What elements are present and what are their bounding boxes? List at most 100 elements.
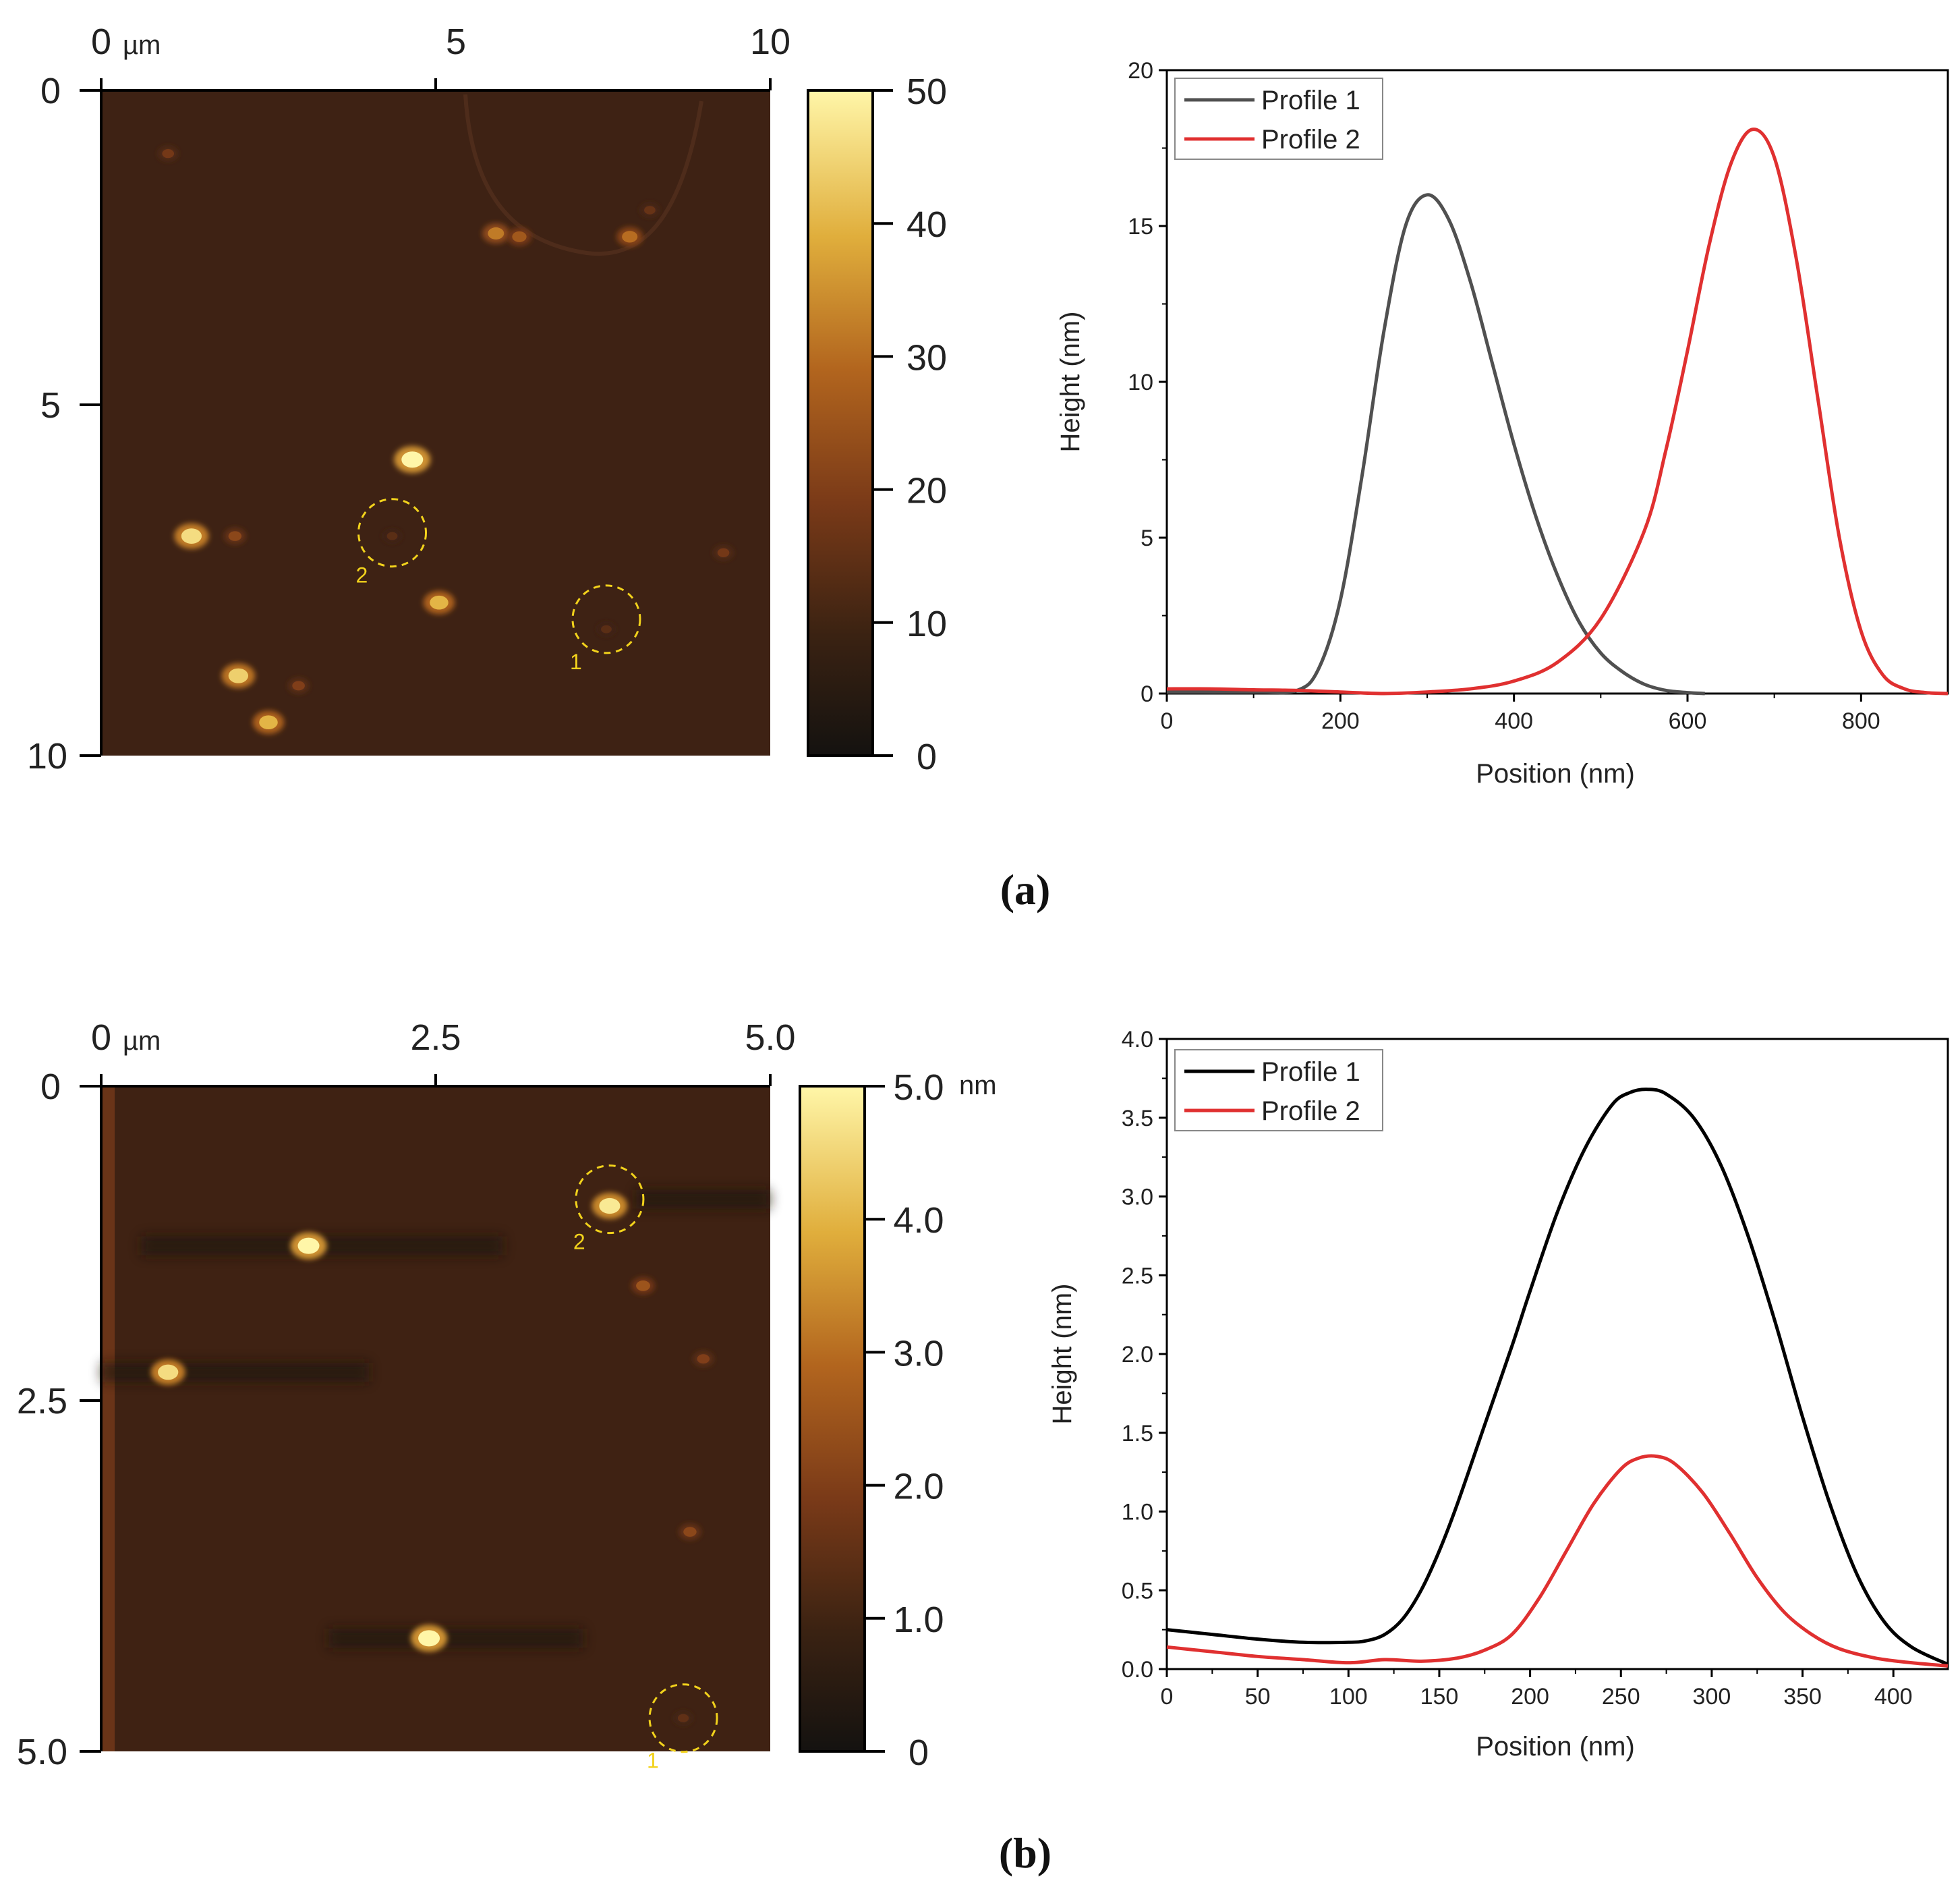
legend-label-profile-2: Profile 2 — [1261, 1096, 1360, 1126]
afm-particle — [693, 1351, 714, 1367]
colorbar-a: 0 10 20 30 40 50 — [807, 72, 947, 777]
afm-b-xtick-label: 0 — [91, 1017, 111, 1058]
afm-b-features — [150, 1193, 714, 1725]
afm-particle — [383, 529, 401, 543]
afm-particle — [640, 203, 660, 217]
legend-label-profile-1: Profile 1 — [1261, 1057, 1360, 1087]
afm-particle — [674, 1711, 693, 1725]
profile-b-ticks: 0 50 100 150 200 250 300 350 400 0.0 0.5 1.0 1.5 2.0 2… — [1122, 1027, 1913, 1710]
colorbar-tick-label: 2.0 — [893, 1467, 944, 1507]
afm-a-arc-artifact — [463, 94, 703, 256]
y-tick-label: 5 — [1141, 526, 1153, 551]
afm-a-features — [158, 146, 734, 734]
afm-particle — [174, 523, 209, 549]
profile-b-xlabel: Position (nm) — [1476, 1732, 1635, 1761]
profile-b-ylabel: Height (nm) — [1047, 1284, 1077, 1425]
marker-circle-label: 2 — [356, 563, 368, 588]
afm-a-circles: 21 — [356, 498, 641, 674]
afm-particle — [679, 1523, 701, 1540]
profile-b-lines — [1166, 1088, 1949, 1668]
afm-scan-streak — [101, 1362, 369, 1382]
afm-particle — [223, 528, 246, 544]
afm-image-b: 21 0 µm 2.5 5.0 0 2.5 5.0 — [17, 1017, 796, 1773]
marker-circle — [648, 1683, 718, 1753]
marker-circle — [357, 498, 428, 568]
afm-particle — [394, 446, 431, 474]
afm-b-background — [101, 1086, 770, 1751]
afm-particle — [482, 223, 510, 244]
afm-a-x-unit: µm — [123, 30, 161, 60]
marker-circle — [575, 1164, 645, 1235]
afm-particle — [597, 622, 616, 636]
legend-box — [1174, 1049, 1383, 1131]
colorbar-a-ticks: 0 10 20 30 40 50 — [873, 72, 947, 777]
y-tick-label: 3.0 — [1122, 1185, 1153, 1210]
afm-b-xtick-label: 2.5 — [410, 1017, 461, 1058]
x-tick-label: 400 — [1874, 1684, 1913, 1710]
colorbar-b-gradient — [799, 1085, 866, 1753]
profile-chart-a: 0 200 400 600 800 0 5 10 15 20 Position (nm) Heig… — [1056, 58, 1949, 789]
y-tick-label: 2.5 — [1122, 1263, 1153, 1289]
afm-a-background — [101, 90, 770, 756]
afm-b-left-edge — [101, 1086, 115, 1751]
afm-a-xtick-label: 5 — [446, 22, 466, 62]
afm-b-ytick-label: 2.5 — [17, 1381, 67, 1421]
x-tick-label: 400 — [1495, 708, 1533, 734]
profile-a-lines — [1166, 128, 1949, 696]
profile-a-frame — [1165, 69, 1949, 695]
y-tick-label: 0.5 — [1122, 1578, 1153, 1604]
afm-particle — [290, 1232, 327, 1260]
x-tick-label: 350 — [1783, 1684, 1822, 1710]
colorbar-b: 0 1.0 2.0 3.0 4.0 5.0 nm — [799, 1067, 997, 1773]
afm-b-circles: 21 — [573, 1164, 718, 1773]
profile-b-frame — [1165, 1038, 1949, 1670]
afm-scan-streak — [636, 1189, 770, 1209]
afm-a-ytick-label: 10 — [27, 736, 67, 777]
y-tick-label: 0.0 — [1122, 1657, 1153, 1683]
colorbar-tick-label: 0 — [917, 737, 937, 777]
x-tick-label: 200 — [1511, 1684, 1549, 1710]
x-tick-label: 50 — [1245, 1684, 1271, 1710]
x-tick-label: 250 — [1602, 1684, 1640, 1710]
x-tick-label: 800 — [1842, 708, 1880, 734]
afm-b-ytick-label: 0 — [40, 1067, 61, 1107]
afm-particle — [592, 1193, 628, 1219]
afm-particle — [287, 677, 310, 694]
afm-particle — [411, 1625, 448, 1652]
y-tick-label: 2.0 — [1122, 1342, 1153, 1368]
afm-b-xtick-label: 5.0 — [745, 1017, 795, 1058]
series-line-profile-2 — [1166, 1454, 1949, 1668]
marker-circle-label: 1 — [570, 650, 582, 674]
colorbar-tick-label: 40 — [906, 204, 947, 245]
colorbar-tick-label: 5.0 — [893, 1067, 944, 1108]
x-tick-label: 200 — [1321, 708, 1360, 734]
x-tick-label: 600 — [1669, 708, 1707, 734]
legend-label-profile-2: Profile 2 — [1261, 125, 1360, 154]
afm-particle — [252, 710, 285, 734]
afm-particle — [713, 545, 734, 561]
y-tick-label: 1.5 — [1122, 1421, 1153, 1446]
afm-a-xtick-label: 10 — [750, 22, 790, 62]
colorbar-tick-label: 20 — [906, 471, 947, 511]
y-tick-label: 10 — [1128, 370, 1153, 395]
series-line-profile-1 — [1166, 1088, 1949, 1666]
afm-particle — [423, 591, 455, 615]
x-tick-label: 0 — [1161, 1684, 1174, 1710]
panel-label-a: (a) — [1000, 866, 1051, 913]
afm-particle — [158, 146, 179, 161]
marker-circle — [571, 584, 641, 654]
afm-particle — [616, 227, 643, 247]
colorbar-a-gradient — [807, 89, 874, 757]
legend-label-profile-1: Profile 1 — [1261, 86, 1360, 115]
afm-a-ytick-label: 5 — [40, 385, 61, 426]
colorbar-b-unit: nm — [959, 1071, 997, 1100]
afm-particle — [507, 227, 531, 246]
colorbar-tick-label: 4.0 — [893, 1200, 944, 1241]
panel-label-b: (b) — [999, 1829, 1051, 1877]
colorbar-b-ticks: 0 1.0 2.0 3.0 4.0 5.0 — [865, 1067, 944, 1773]
marker-circle-label: 2 — [573, 1230, 585, 1254]
afm-b-x-unit: µm — [123, 1026, 161, 1056]
afm-scan-streak — [328, 1629, 583, 1648]
marker-circle-label: 1 — [647, 1749, 659, 1773]
afm-a-xtick-label: 0 — [91, 22, 111, 62]
